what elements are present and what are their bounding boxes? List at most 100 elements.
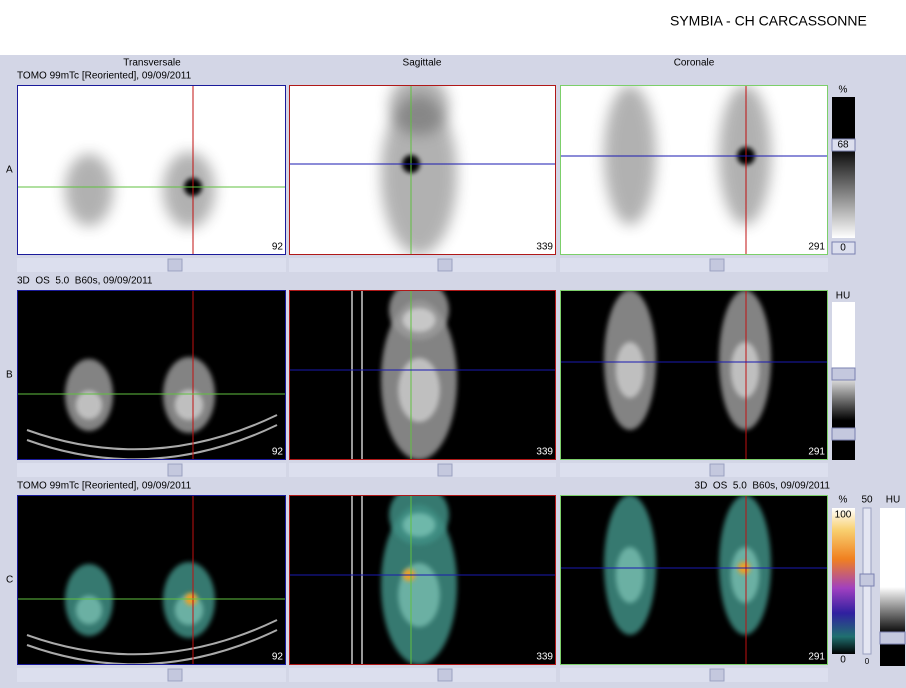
scroll-thumb[interactable] — [709, 258, 725, 272]
bed-line — [26, 619, 278, 656]
panel-bg — [17, 290, 286, 460]
bone-detail — [402, 308, 436, 332]
slice-number: 339 — [536, 242, 553, 253]
panel-bg — [560, 290, 828, 460]
image-panel: 339 — [289, 85, 556, 255]
scrollbar[interactable] — [17, 463, 286, 477]
scan-blob — [389, 85, 449, 135]
scale-unit: % — [839, 495, 848, 506]
window-handle[interactable] — [831, 427, 856, 441]
slice-number: 291 — [808, 447, 825, 458]
panel-border — [289, 85, 556, 255]
panel-bg — [560, 495, 828, 665]
slice-number: 92 — [272, 447, 284, 458]
panel-bg — [17, 85, 286, 255]
scan-image — [65, 152, 215, 228]
scale-unit: HU — [886, 495, 900, 506]
scroll-thumb[interactable] — [167, 463, 183, 477]
window-handle[interactable] — [831, 367, 856, 381]
bone-detail — [398, 358, 440, 422]
colorbar — [832, 97, 855, 238]
bone-detail — [615, 342, 645, 398]
panel-border — [17, 495, 286, 665]
scale-max: 68 — [837, 140, 849, 151]
row-label: A — [6, 165, 13, 176]
scan-image — [381, 85, 457, 255]
scan-image — [604, 85, 771, 225]
scroll-thumb[interactable] — [167, 258, 183, 272]
bone-detail — [75, 390, 103, 420]
bed-line — [26, 424, 278, 460]
scroll-thumb[interactable] — [709, 668, 725, 682]
bone-detail — [730, 547, 760, 603]
column-header: Transversale — [123, 58, 181, 69]
header-title: SYMBIA - CH CARCASSONNE — [670, 13, 867, 29]
bone-detail — [75, 595, 103, 625]
scan-image — [351, 290, 457, 460]
panel-border — [560, 290, 828, 460]
scrollbar[interactable] — [289, 668, 556, 682]
panel-bg — [17, 495, 286, 665]
scale-min: 0 — [840, 655, 846, 666]
panel-border — [560, 85, 828, 255]
scroll-thumb[interactable] — [437, 463, 453, 477]
image-panel: 92 — [17, 85, 286, 255]
scrollbar[interactable] — [17, 258, 286, 272]
series-label: 3D OS 5.0 B60s, 09/09/2011 — [17, 276, 153, 287]
scale-max: 100 — [835, 510, 852, 521]
row-label: C — [6, 575, 13, 586]
bed-line — [26, 629, 278, 665]
slice-number: 339 — [536, 447, 553, 458]
bed-line — [26, 414, 278, 451]
slice-number: 92 — [272, 652, 284, 663]
series-label: TOMO 99mTc [Reoriented], 09/09/2011 — [17, 481, 192, 492]
bone-detail — [730, 342, 760, 398]
scrollbar[interactable] — [289, 463, 556, 477]
scale-box — [831, 138, 856, 152]
scan-image — [351, 495, 457, 665]
bone-detail — [402, 513, 436, 537]
scrollbar[interactable] — [560, 463, 828, 477]
series-label: 3D OS 5.0 B60s, 09/09/2011 — [695, 481, 831, 492]
scan-blob — [381, 95, 457, 255]
scrollbar[interactable] — [560, 668, 828, 682]
scrollbar[interactable] — [560, 258, 828, 272]
scan-image — [604, 290, 771, 430]
column-header: Sagittale — [403, 58, 442, 69]
image-panel: 339 — [289, 290, 556, 460]
blend-level: 50 — [861, 495, 873, 506]
slice-number: 291 — [808, 652, 825, 663]
scan-blob — [65, 154, 113, 226]
panel-border — [17, 290, 286, 460]
bone-detail — [174, 389, 204, 421]
scroll-thumb[interactable] — [709, 463, 725, 477]
image-panel: 291 — [560, 85, 828, 255]
colorbar — [832, 508, 855, 654]
header-bar — [0, 0, 906, 55]
panel-border — [289, 290, 556, 460]
panel-border — [289, 495, 556, 665]
scan-blob — [604, 85, 656, 225]
scroll-thumb[interactable] — [437, 258, 453, 272]
column-header: Coronale — [674, 58, 715, 69]
slice-number: 92 — [272, 242, 284, 253]
scroll-thumb[interactable] — [437, 668, 453, 682]
image-panel: 291 — [560, 290, 828, 460]
window-handle[interactable] — [879, 631, 906, 645]
slice-number: 339 — [536, 652, 553, 663]
scroll-thumb[interactable] — [167, 668, 183, 682]
bone-detail — [174, 594, 204, 626]
series-label: TOMO 99mTc [Reoriented], 09/09/2011 — [17, 71, 192, 82]
image-panel: 92 — [17, 290, 286, 460]
image-panel: 291 — [560, 495, 828, 665]
blend-min: 0 — [865, 657, 870, 666]
scrollbar[interactable] — [17, 668, 286, 682]
blend-thumb[interactable] — [859, 573, 875, 587]
panel-border — [560, 495, 828, 665]
scale-unit: % — [839, 85, 848, 96]
image-panel: 92 — [17, 495, 286, 665]
scrollbar[interactable] — [289, 258, 556, 272]
panel-bg — [560, 85, 828, 255]
scale-min: 0 — [840, 243, 846, 254]
